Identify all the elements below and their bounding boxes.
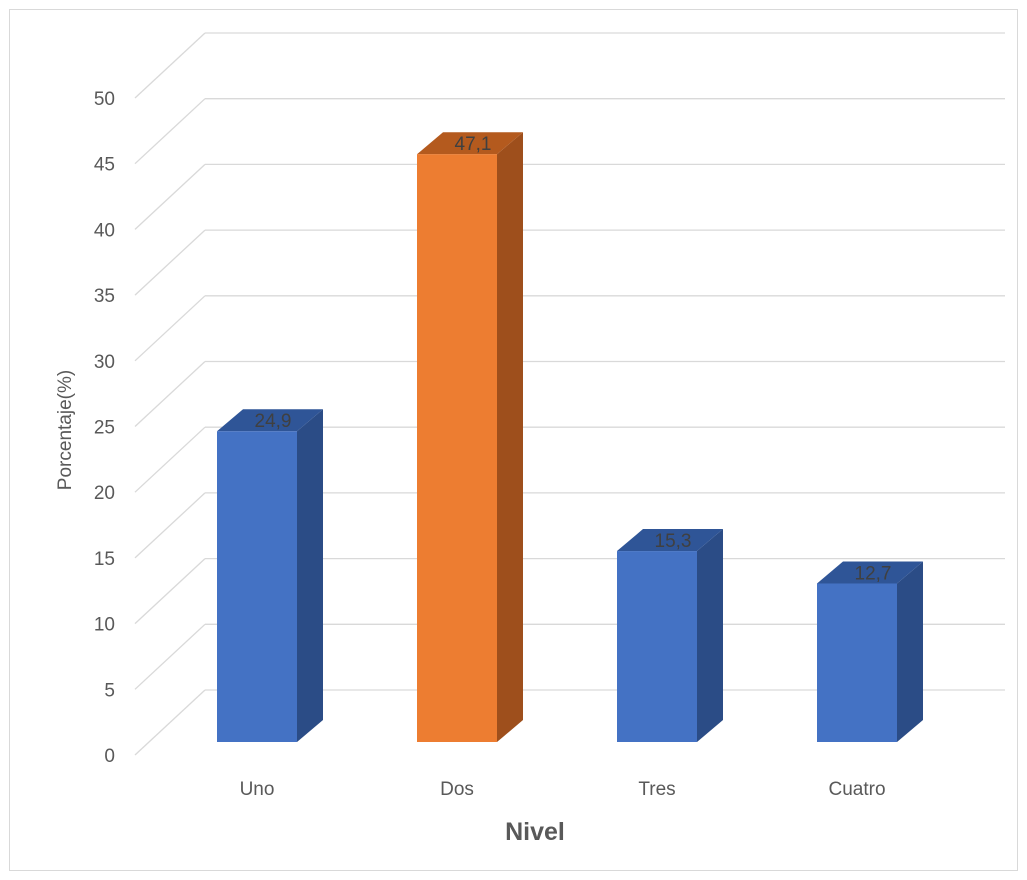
x-tick-label: Uno (240, 779, 275, 800)
bar-side (897, 562, 923, 742)
y-axis-title: Porcentaje(%) (55, 370, 76, 490)
data-label: 12,7 (855, 564, 892, 585)
bar-side (297, 409, 323, 742)
bar-side (497, 132, 523, 742)
bar-uno (217, 409, 323, 742)
x-axis-title: Nivel (505, 818, 565, 846)
y-tick-label: 15 (94, 549, 115, 570)
data-label: 47,1 (455, 134, 492, 155)
x-tick-label: Dos (440, 779, 474, 800)
data-label: 24,9 (255, 411, 292, 432)
y-tick-label: 20 (94, 483, 115, 504)
bar-front (217, 431, 297, 742)
bar-side (697, 529, 723, 742)
bar-tres (617, 529, 723, 742)
bar-front (617, 551, 697, 742)
y-tick-label: 50 (94, 89, 115, 110)
y-tick-label: 5 (104, 680, 115, 701)
bar-cuatro (817, 562, 923, 742)
y-tick-label: 10 (94, 615, 115, 636)
y-tick-label: 30 (94, 352, 115, 373)
bar-front (417, 154, 497, 742)
x-tick-label: Tres (638, 779, 675, 800)
data-label: 15,3 (655, 531, 692, 552)
y-tick-label: 25 (94, 418, 115, 439)
y-tick-label: 35 (94, 286, 115, 307)
bar-dos (417, 132, 523, 742)
y-tick-label: 45 (94, 155, 115, 176)
y-tick-label: 40 (94, 220, 115, 241)
bar-front (817, 584, 897, 742)
y-tick-label: 0 (104, 746, 115, 767)
x-tick-label: Cuatro (828, 779, 885, 800)
